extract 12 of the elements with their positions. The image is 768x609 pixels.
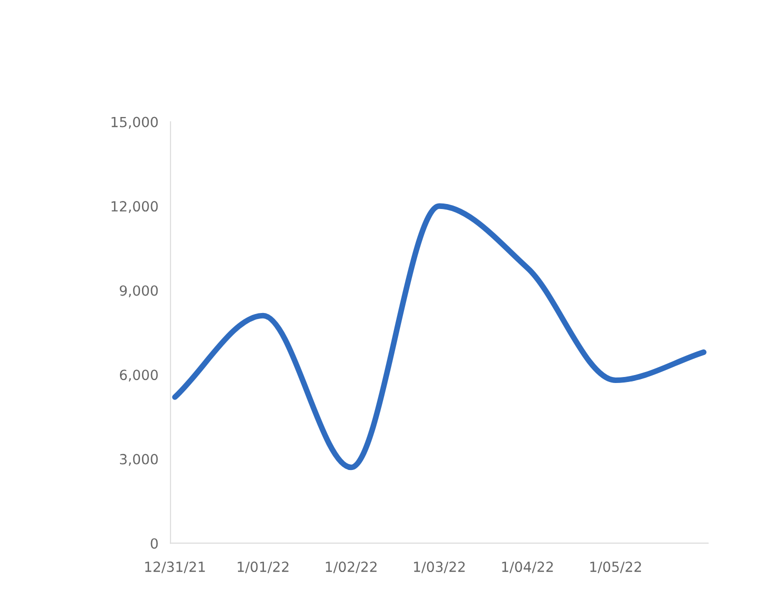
y-tick-label: 15,000	[112, 116, 158, 129]
x-tick-label: 1/02/22	[326, 562, 377, 574]
y-tick-label: 3,000	[120, 454, 158, 466]
x-tick-label: 1/05/22	[590, 562, 641, 574]
x-tick-label: 1/01/22	[238, 562, 288, 574]
x-tick-label: 1/04/22	[502, 562, 553, 574]
x-tick-label: 12/31/21	[145, 562, 205, 574]
y-tick-label: 0	[150, 538, 158, 549]
y-tick-label: 9,000	[120, 285, 158, 298]
x-tick-label: 1/03/22	[414, 562, 465, 574]
y-tick-label: 6,000	[120, 370, 158, 382]
y-tick-label: 12,000	[112, 201, 158, 213]
